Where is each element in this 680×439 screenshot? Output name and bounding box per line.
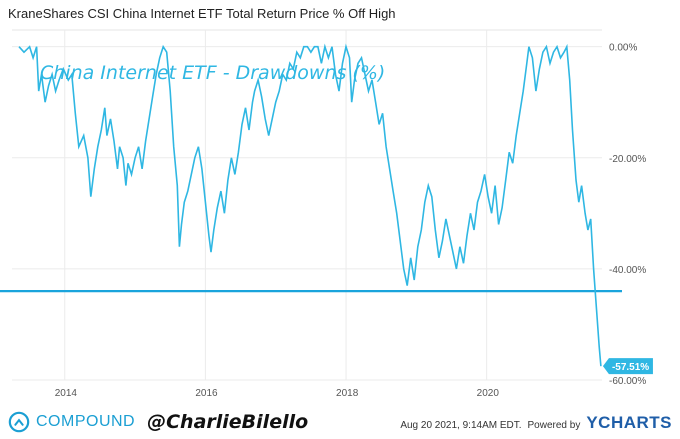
ycharts-logo[interactable]: YCHARTS xyxy=(586,413,672,432)
y-tick-label: 0.00% xyxy=(609,43,637,54)
footer: COMPOUND @CharlieBilello Aug 20 2021, 9:… xyxy=(0,405,680,439)
compound-logo-icon xyxy=(8,411,30,433)
x-tick-label: 2016 xyxy=(195,388,218,399)
chart-header-title: KraneShares CSI China Internet ETF Total… xyxy=(8,6,396,21)
last-value-text: -57.51% xyxy=(612,362,649,373)
x-tick-label: 2014 xyxy=(55,388,78,399)
x-tick-label: 2020 xyxy=(477,388,500,399)
timestamp: Aug 20 2021, 9:14AM EDT. xyxy=(400,420,522,431)
y-tick-label: -60.00% xyxy=(609,376,646,387)
series-line-drawdown xyxy=(18,43,602,367)
last-value-label: -57.51% xyxy=(602,358,653,375)
chart-meta: Aug 20 2021, 9:14AM EDT. Powered by YCHA… xyxy=(400,413,672,433)
brand-name: COMPOUND xyxy=(36,413,136,430)
powered-by: Powered by xyxy=(527,420,581,431)
twitter-handle: @CharlieBilello xyxy=(147,411,309,433)
y-axis-ticks: 0.00% -20.00% -40.00% -60.00% xyxy=(609,43,646,387)
y-tick-label: -40.00% xyxy=(609,265,646,276)
x-axis-ticks: 2014 2016 2018 2020 xyxy=(55,388,500,399)
last-value-badge xyxy=(602,358,653,375)
drawdown-chart: 0.00%-20.00%-40.00%-60.00% 2014 2016 2018 2… xyxy=(0,29,653,399)
chart-title: China Internet ETF - Drawdowns (%) xyxy=(40,62,385,84)
y-tick-label: -20.00% xyxy=(609,154,646,165)
x-tick-label: 2018 xyxy=(336,388,359,399)
brand: COMPOUND @CharlieBilello xyxy=(8,411,308,433)
